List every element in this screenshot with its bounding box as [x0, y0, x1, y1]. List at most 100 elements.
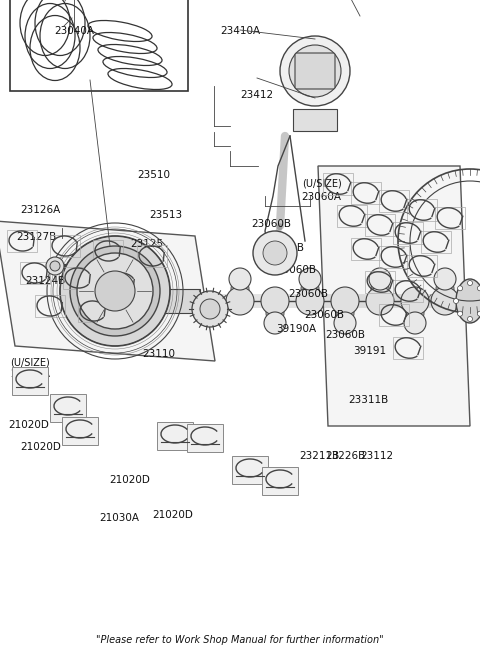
Bar — [7, 230, 37, 252]
Ellipse shape — [406, 298, 424, 325]
Text: 23510: 23510 — [137, 170, 170, 180]
Text: 23060B: 23060B — [264, 243, 304, 253]
Circle shape — [192, 291, 228, 327]
Text: 23311B: 23311B — [348, 395, 389, 405]
Text: 23126A: 23126A — [21, 205, 61, 215]
Text: 23040A: 23040A — [54, 26, 95, 36]
Bar — [421, 231, 451, 253]
Bar — [365, 271, 395, 293]
Circle shape — [431, 287, 459, 315]
Bar — [187, 424, 223, 452]
Circle shape — [478, 286, 480, 291]
Circle shape — [457, 286, 463, 291]
Bar — [407, 199, 437, 221]
Text: 23127B: 23127B — [16, 232, 56, 243]
Text: 39190A: 39190A — [276, 324, 317, 335]
Text: "Please refer to Work Shop Manual for further information": "Please refer to Work Shop Manual for fu… — [96, 635, 384, 645]
Bar — [407, 255, 437, 277]
Text: 23060B: 23060B — [304, 310, 344, 320]
Circle shape — [468, 281, 472, 285]
Circle shape — [404, 312, 426, 334]
Bar — [63, 267, 93, 289]
Text: 23060A: 23060A — [301, 192, 342, 202]
Bar — [145, 289, 200, 313]
Circle shape — [226, 287, 254, 315]
Bar — [35, 295, 65, 317]
Circle shape — [454, 298, 458, 304]
Bar — [379, 190, 409, 212]
Text: 23211B: 23211B — [299, 451, 339, 461]
Circle shape — [263, 241, 287, 265]
Text: (U/SIZE): (U/SIZE) — [302, 178, 341, 189]
Bar — [232, 456, 268, 484]
Ellipse shape — [70, 246, 160, 336]
Bar — [393, 280, 423, 302]
Bar — [293, 109, 337, 131]
Bar — [137, 245, 167, 267]
Text: 23412: 23412 — [240, 90, 274, 100]
Text: 39191: 39191 — [353, 346, 386, 356]
Circle shape — [95, 271, 135, 311]
Text: 23125: 23125 — [130, 239, 163, 249]
Text: 23112: 23112 — [360, 451, 394, 461]
Text: 23513: 23513 — [149, 210, 182, 220]
Circle shape — [264, 312, 286, 334]
Circle shape — [331, 287, 359, 315]
Bar — [379, 304, 409, 326]
Text: 23060B: 23060B — [251, 219, 291, 230]
Text: (U/SIZE): (U/SIZE) — [10, 357, 49, 367]
Circle shape — [299, 268, 321, 290]
Text: 23124B: 23124B — [25, 276, 66, 286]
Circle shape — [478, 311, 480, 316]
Circle shape — [77, 253, 153, 329]
Bar — [157, 422, 193, 450]
Text: 23060B: 23060B — [325, 329, 366, 340]
FancyBboxPatch shape — [295, 53, 335, 89]
Ellipse shape — [301, 277, 319, 303]
Text: 23226B: 23226B — [325, 451, 366, 461]
Bar — [78, 300, 108, 322]
Bar — [93, 240, 123, 262]
Ellipse shape — [456, 279, 480, 323]
Circle shape — [253, 231, 297, 275]
Ellipse shape — [231, 277, 249, 303]
Ellipse shape — [266, 298, 284, 325]
Bar — [107, 272, 137, 294]
Bar — [12, 367, 48, 395]
Circle shape — [229, 268, 251, 290]
Ellipse shape — [289, 45, 341, 97]
Ellipse shape — [371, 277, 389, 303]
Circle shape — [366, 287, 394, 315]
Bar — [351, 182, 381, 204]
Text: 21020D: 21020D — [20, 442, 61, 453]
Circle shape — [46, 257, 64, 275]
Bar — [50, 235, 80, 257]
Circle shape — [200, 299, 220, 319]
Bar — [393, 337, 423, 359]
Circle shape — [261, 287, 289, 315]
Circle shape — [457, 311, 463, 316]
Polygon shape — [318, 166, 470, 426]
Circle shape — [401, 287, 429, 315]
Bar — [351, 238, 381, 260]
Circle shape — [369, 268, 391, 290]
Text: 21020D: 21020D — [152, 510, 193, 520]
Bar — [262, 467, 298, 495]
Bar — [10, 0, 188, 91]
Circle shape — [296, 287, 324, 315]
Polygon shape — [0, 221, 215, 361]
Text: 21020D: 21020D — [8, 420, 49, 430]
Circle shape — [434, 268, 456, 290]
Text: 21030A: 21030A — [99, 513, 139, 523]
Bar — [50, 394, 86, 422]
Text: 23060B: 23060B — [276, 265, 317, 276]
Bar — [20, 262, 50, 284]
Circle shape — [334, 312, 356, 334]
Bar — [323, 173, 353, 195]
Bar — [435, 207, 465, 229]
Ellipse shape — [60, 236, 170, 346]
Ellipse shape — [336, 298, 354, 325]
Ellipse shape — [436, 277, 454, 303]
Ellipse shape — [280, 36, 350, 106]
Text: 21020D: 21020D — [109, 475, 150, 485]
